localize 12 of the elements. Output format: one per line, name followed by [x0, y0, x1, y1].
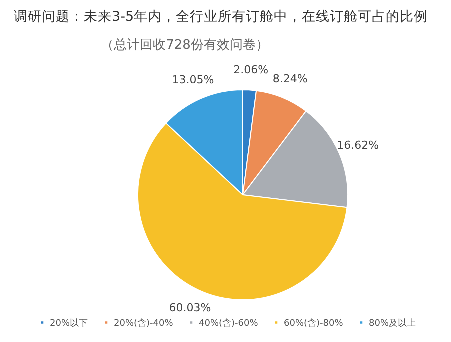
- legend-label: 20%以下: [50, 318, 88, 329]
- data-label: 2.06%: [234, 63, 269, 76]
- legend-label: 40%(含)-60%: [199, 318, 259, 329]
- data-label: 8.24%: [272, 72, 308, 86]
- chart-title: 调研问题：未来3-5年内，全行业所有订舱中，在线订舱可占的比例: [14, 9, 428, 25]
- legend-label: 80%及以上: [369, 318, 416, 329]
- data-label: 13.05%: [172, 73, 214, 86]
- data-label: 60.03%: [169, 301, 212, 314]
- legend-label: 60%(含)-80%: [284, 318, 344, 329]
- chart-subtitle: （总计回收728份有效问卷）: [101, 38, 269, 53]
- legend-label: 20%(含)-40%: [114, 318, 174, 329]
- data-label: 16.62%: [337, 139, 380, 152]
